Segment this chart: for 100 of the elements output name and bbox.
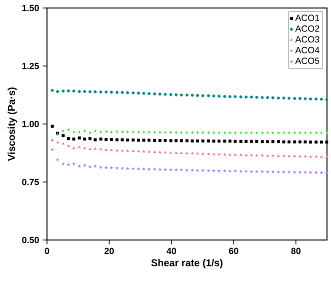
point: [142, 92, 146, 95]
point: [298, 170, 302, 174]
point: [282, 140, 286, 144]
point: [132, 91, 135, 94]
point: [244, 96, 248, 99]
point: [72, 90, 76, 93]
point: [288, 140, 291, 144]
point: [78, 164, 82, 168]
point: [287, 170, 291, 174]
point: [186, 139, 188, 142]
point: [276, 170, 280, 174]
point: [88, 137, 92, 140]
point: [218, 94, 221, 98]
point: [116, 90, 118, 94]
point: [185, 168, 189, 172]
point: [314, 170, 318, 174]
point: [115, 166, 119, 170]
point: [309, 97, 312, 100]
point: [196, 139, 200, 142]
legend-label: ACO1: [295, 14, 320, 22]
point: [56, 90, 60, 94]
point: [126, 138, 130, 142]
point: [62, 134, 65, 138]
point: [206, 168, 210, 172]
point: [276, 140, 280, 144]
point: [158, 168, 162, 171]
point: [228, 95, 232, 98]
point: [152, 167, 156, 171]
point: [110, 138, 113, 142]
x-tick-label: 20: [104, 248, 114, 254]
point: [293, 140, 296, 144]
point: [206, 139, 210, 142]
point: [282, 96, 286, 100]
point: [201, 94, 204, 98]
point: [255, 140, 258, 143]
point: [206, 94, 210, 98]
point: [314, 140, 318, 144]
point: [325, 140, 328, 144]
point: [212, 140, 216, 143]
point: [234, 95, 237, 98]
point: [288, 96, 291, 100]
point: [126, 91, 130, 94]
point: [255, 96, 258, 99]
point: [314, 97, 318, 100]
point: [266, 96, 270, 100]
legend-label: ACO3: [295, 36, 320, 43]
point: [304, 140, 307, 144]
point: [276, 96, 280, 100]
point: [180, 168, 184, 172]
point: [131, 166, 135, 170]
point: [239, 140, 242, 143]
point: [218, 140, 221, 143]
point: [298, 96, 302, 100]
point: [56, 158, 60, 162]
point: [164, 138, 167, 142]
x-tick-label: 40: [166, 248, 176, 254]
point: [66, 137, 70, 140]
point: [223, 140, 226, 143]
point: [169, 93, 172, 96]
legend-label: ACO5: [295, 58, 320, 64]
y-tick-label: 1.25: [22, 62, 39, 70]
point: [72, 138, 76, 141]
point: [212, 94, 216, 98]
point: [233, 169, 237, 173]
point: [271, 140, 274, 144]
point: [99, 138, 102, 141]
point: [88, 90, 92, 94]
point: [234, 140, 237, 143]
point: [147, 167, 151, 171]
point: [298, 140, 302, 144]
point: [260, 170, 264, 174]
point: [244, 140, 248, 143]
point: [325, 98, 328, 102]
point: [163, 168, 167, 172]
point: [104, 166, 108, 170]
point: [93, 164, 97, 168]
point: [271, 170, 275, 174]
point: [271, 96, 274, 100]
point: [196, 94, 200, 97]
point: [250, 170, 254, 174]
point: [66, 162, 70, 166]
point: [116, 138, 118, 142]
point: [303, 170, 307, 174]
point: [126, 166, 130, 170]
point: [120, 90, 124, 94]
point: [50, 88, 54, 92]
point: [260, 96, 264, 100]
point: [266, 140, 270, 144]
point: [239, 95, 242, 98]
point: [201, 139, 204, 142]
legend-label: ACO4: [295, 46, 320, 54]
y-tick-label: 1.00: [22, 120, 39, 128]
point: [120, 166, 124, 170]
point: [50, 148, 54, 151]
point: [153, 92, 156, 96]
point: [110, 90, 113, 94]
point: [320, 140, 323, 144]
point: [78, 90, 81, 94]
point: [260, 140, 264, 144]
point: [72, 162, 76, 166]
